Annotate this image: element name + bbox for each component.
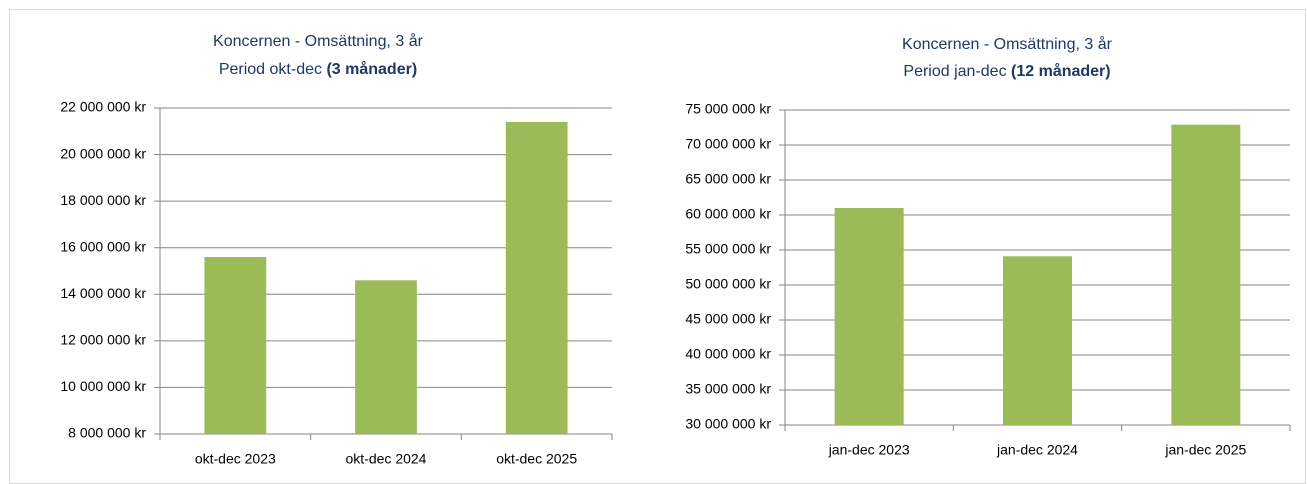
bar xyxy=(505,121,568,434)
bar xyxy=(834,208,904,425)
y-tick-label: 40 000 000 kr xyxy=(685,346,771,362)
subtitle-text: Period okt-dec xyxy=(219,61,322,78)
subtitle-bold: (12 månader) xyxy=(1011,62,1111,80)
x-tick-label: okt-dec 2025 xyxy=(496,451,577,467)
y-tick-label: 12 000 000 kr xyxy=(60,332,146,348)
bar xyxy=(204,257,267,434)
y-tick-label: 16 000 000 kr xyxy=(60,238,146,254)
y-tick-label: 8 000 000 kr xyxy=(68,425,146,441)
chart: Koncernen - Omsättning, 3 år Period okt-d… xyxy=(60,32,613,467)
y-tick-label: 35 000 000 kr xyxy=(685,381,771,397)
y-tick-label: 18 000 000 kr xyxy=(60,192,146,208)
y-tick-label: 10 000 000 kr xyxy=(60,378,146,394)
chart-title: Koncernen - Omsättning, 3 år xyxy=(902,35,1113,53)
chart-subtitle: Period okt-dec (3 månader) xyxy=(219,60,417,78)
chart: Koncernen - Omsättning, 3 år Period jan-d… xyxy=(685,35,1291,458)
x-tick-label: jan-dec 2025 xyxy=(1164,442,1246,458)
x-tick-label: jan-dec 2023 xyxy=(828,442,910,458)
subtitle-text: Period jan-dec xyxy=(903,63,1006,80)
y-tick-label: 50 000 000 kr xyxy=(685,276,771,292)
chart-title: Koncernen - Omsättning, 3 år xyxy=(213,32,424,50)
bar xyxy=(355,280,417,434)
x-tick-label: okt-dec 2023 xyxy=(195,451,276,467)
y-tick-label: 75 000 000 kr xyxy=(685,101,771,117)
y-tick-label: 70 000 000 kr xyxy=(685,136,771,152)
y-tick-label: 30 000 000 kr xyxy=(685,416,771,432)
subtitle-bold: (3 månader) xyxy=(326,60,417,78)
y-tick-label: 65 000 000 kr xyxy=(685,171,771,187)
chart-subtitle: Period jan-dec (12 månader) xyxy=(903,62,1110,80)
y-tick-label: 20 000 000 kr xyxy=(60,145,146,161)
x-tick-label: jan-dec 2024 xyxy=(996,442,1078,458)
y-tick-label: 60 000 000 kr xyxy=(685,206,771,222)
y-tick-label: 55 000 000 kr xyxy=(685,241,771,257)
bar xyxy=(1002,256,1073,425)
x-tick-label: okt-dec 2024 xyxy=(346,451,427,467)
y-tick-label: 22 000 000 kr xyxy=(60,99,146,115)
bar xyxy=(1171,124,1241,425)
panel-border xyxy=(9,9,1306,484)
y-tick-label: 45 000 000 kr xyxy=(685,311,771,327)
y-tick-label: 14 000 000 kr xyxy=(60,285,146,301)
